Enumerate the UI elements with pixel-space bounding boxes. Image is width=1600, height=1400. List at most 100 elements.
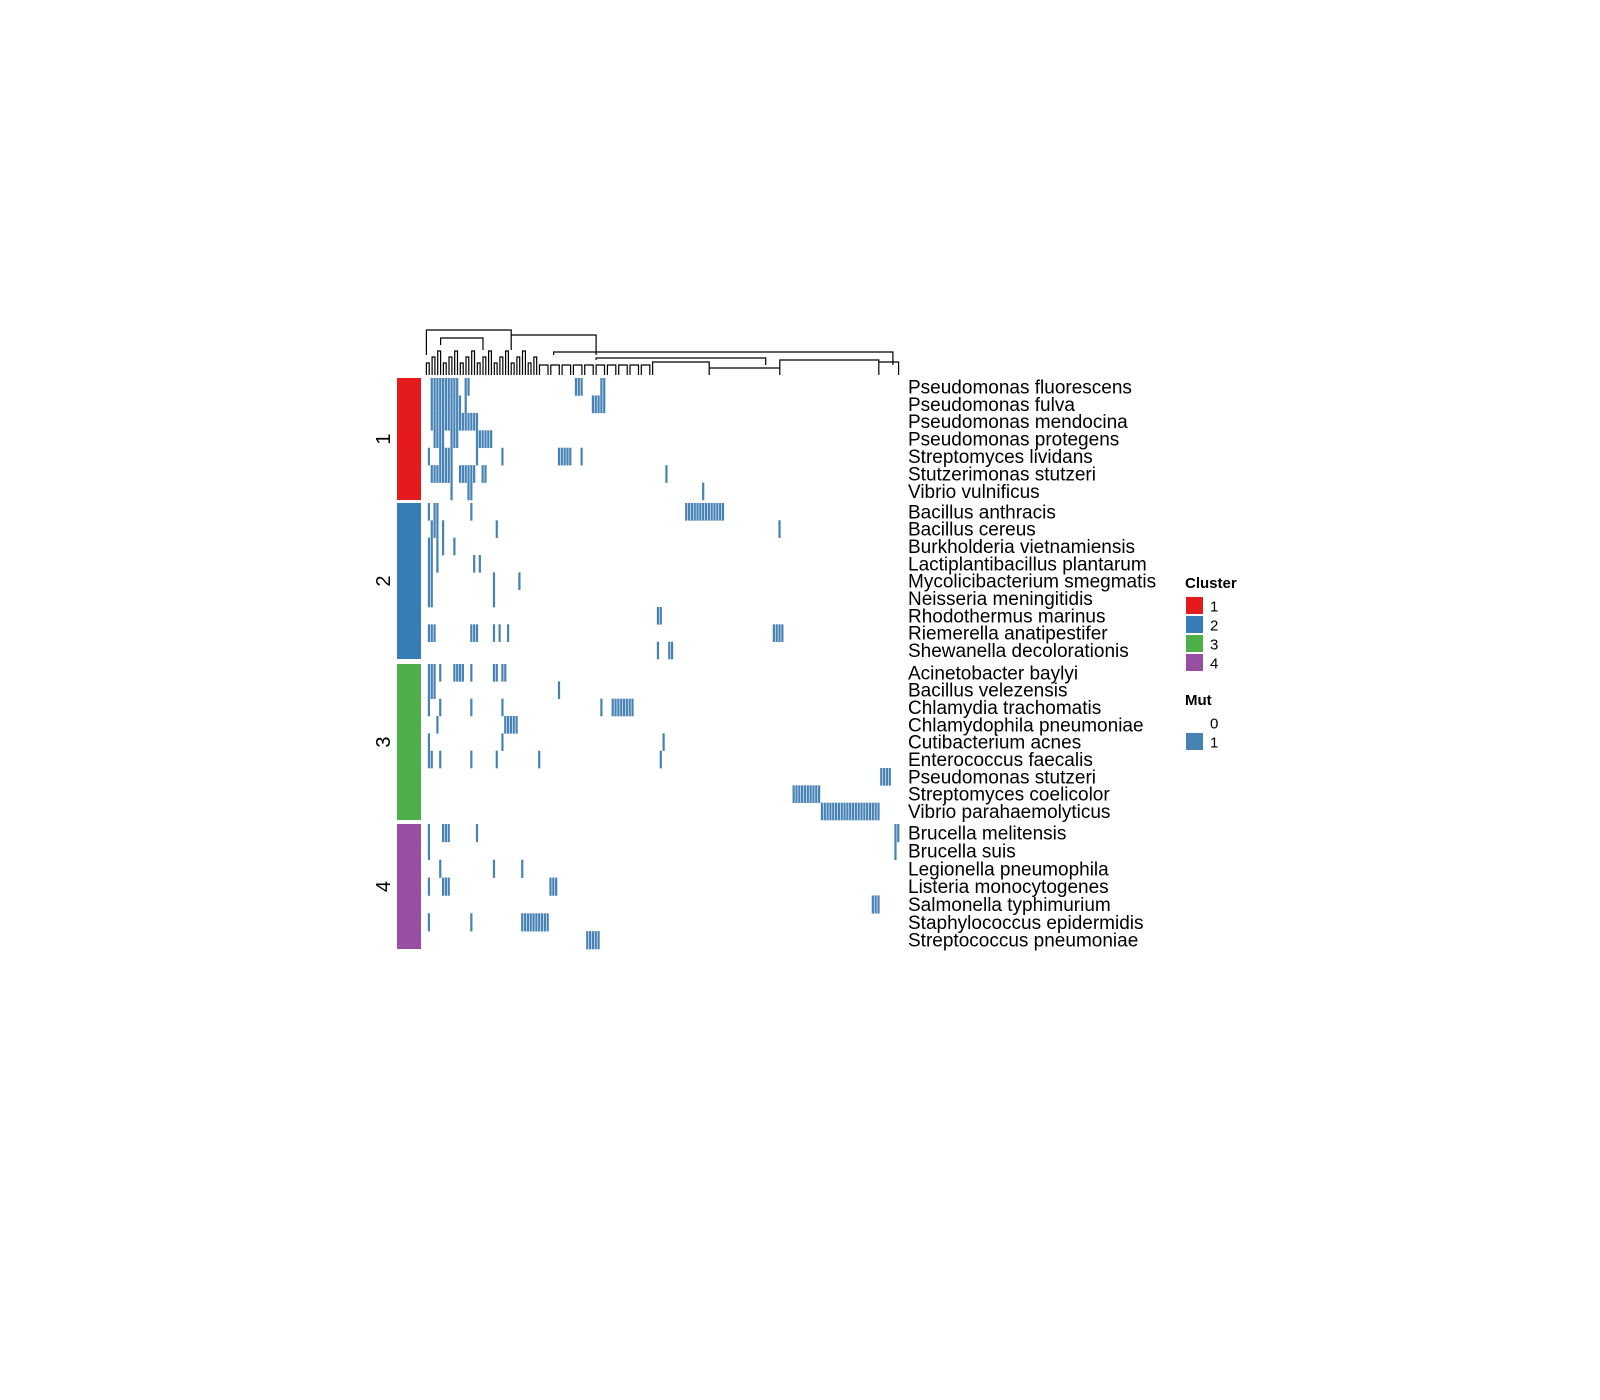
heatmap-cell: [540, 913, 544, 932]
heatmap-cell: [436, 555, 439, 573]
heatmap-cell: [456, 664, 459, 682]
row-label: Listeria monocytogenes: [908, 877, 1109, 898]
heatmap-cell: [721, 503, 725, 521]
heatmap-cell: [433, 664, 436, 682]
legend-swatch: [1186, 714, 1203, 731]
heatmap-cell: [781, 624, 784, 642]
heatmap-cell: [815, 785, 818, 803]
heatmap-cell: [586, 931, 589, 950]
heatmap-cell: [837, 802, 841, 821]
heatmap-cell: [897, 824, 900, 843]
heatmap-cell: [631, 698, 634, 717]
heatmap-cell: [894, 841, 897, 861]
heatmap-cell: [662, 733, 665, 751]
heatmap-cell: [877, 802, 880, 821]
heatmap-cell: [597, 395, 600, 414]
heatmap-cell: [600, 395, 603, 414]
heatmap-cell: [450, 412, 453, 431]
heatmap-cell: [501, 698, 504, 717]
heatmap-cell: [427, 624, 431, 642]
row-label: Staphylococcus epidermidis: [908, 913, 1144, 934]
heatmap-cell: [441, 824, 445, 843]
cluster-label-3: 3: [373, 736, 395, 747]
row-label: Shewanella decolorationis: [908, 641, 1129, 662]
heatmap-cell: [552, 877, 555, 896]
heatmap-cell: [458, 412, 462, 431]
heatmap-cell: [433, 503, 436, 521]
heatmap-cell: [806, 785, 809, 803]
block-background: [425, 503, 900, 659]
row-label: Bacillus velezensis: [908, 681, 1067, 702]
heatmap-cell: [803, 785, 807, 803]
heatmap-cell: [687, 503, 691, 521]
heatmap-cell: [427, 537, 431, 556]
heatmap-cell: [430, 395, 433, 414]
heatmap-cell: [430, 537, 433, 556]
heatmap-cell: [617, 698, 620, 717]
heatmap-cell: [441, 447, 445, 466]
heatmap-cell: [580, 378, 583, 396]
heatmap-cell: [719, 503, 722, 521]
row-label: Legionella pneumophila: [908, 859, 1109, 880]
heatmap-cell: [430, 465, 433, 483]
heatmap-cell: [427, 664, 431, 682]
heatmap-cell: [427, 824, 431, 843]
row-label: Burkholderia vietnamiensis: [908, 537, 1135, 558]
cluster-bar-1: [397, 378, 421, 500]
heatmap-cell: [430, 589, 433, 608]
cluster-label-4: 4: [373, 881, 395, 892]
heatmap-cell: [436, 395, 439, 414]
heatmap-cell: [492, 664, 496, 682]
heatmap-cell: [883, 768, 886, 786]
heatmap-cell: [877, 895, 880, 914]
heatmap-cell: [702, 503, 705, 521]
row-label: Enterococcus faecalis: [908, 750, 1093, 771]
heatmap-cell: [693, 503, 696, 521]
heatmap-cell: [498, 624, 501, 642]
heatmap-cell: [492, 859, 496, 878]
heatmap-cell: [843, 802, 846, 821]
heatmap-cell: [427, 750, 431, 769]
heatmap-cell: [868, 802, 872, 821]
row-label: Lactiplantibacillus plantarum: [908, 554, 1147, 575]
dendrogram-branches: [425, 329, 900, 375]
heatmap-cell: [436, 716, 439, 734]
heatmap-cell: [433, 465, 436, 483]
heatmap-cell: [529, 913, 532, 932]
row-label: Neisseria meningitidis: [908, 589, 1093, 610]
heatmap-cell: [555, 877, 558, 896]
heatmap-cell: [851, 802, 855, 821]
legend-swatch: [1186, 654, 1203, 671]
heatmap-cell: [447, 877, 450, 896]
heatmap-cell: [473, 465, 476, 483]
heatmap-cell: [506, 716, 510, 734]
row-label: Pseudomonas fulva: [908, 395, 1075, 416]
heatmap-cell: [439, 465, 442, 483]
heatmap-cell: [521, 859, 524, 878]
heatmap-cell: [433, 395, 436, 414]
heatmap-cell: [430, 624, 433, 642]
heatmap-cell: [775, 624, 778, 642]
heatmap-cell: [535, 913, 538, 932]
heatmap-cell: [501, 733, 504, 751]
heatmap-cell: [450, 447, 453, 466]
legend-swatch: [1186, 616, 1203, 633]
heatmap-cell: [470, 913, 473, 932]
legend-label: 0: [1210, 715, 1218, 732]
heatmap-cell: [792, 785, 795, 803]
heatmap-cell: [778, 520, 781, 538]
heatmap-cell: [594, 931, 597, 950]
heatmap-cell: [506, 624, 510, 642]
heatmap-cell: [484, 430, 487, 449]
heatmap-cell: [523, 913, 527, 932]
heatmap-cell: [433, 430, 436, 449]
heatmap-cell: [456, 412, 459, 431]
heatmap-cell: [501, 447, 504, 466]
heatmap-cell: [444, 395, 447, 414]
heatmap-cell: [427, 841, 431, 861]
heatmap-cell: [464, 412, 467, 431]
legend-label: 3: [1210, 636, 1218, 653]
heatmap-cell: [563, 447, 566, 466]
heatmap-cell: [832, 802, 835, 821]
